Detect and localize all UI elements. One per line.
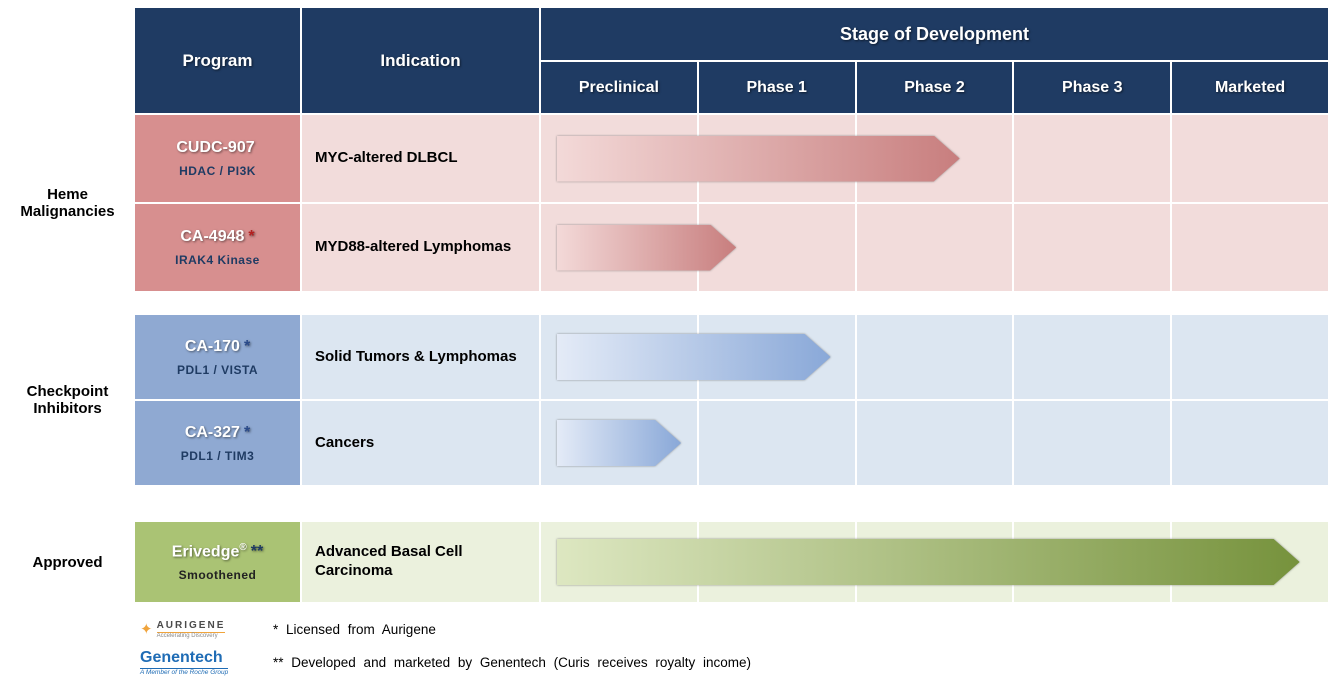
stage-track bbox=[541, 315, 1328, 399]
program-cell: Erivedge® ** Smoothened bbox=[135, 522, 300, 602]
stage-column-phase2: Phase 2 bbox=[856, 62, 1013, 113]
footnote-marker: * bbox=[243, 337, 251, 355]
stage-column-preclinical: Preclinical bbox=[541, 62, 697, 113]
footnote-licensed-aurigene: * Licensed from Aurigene bbox=[273, 621, 436, 637]
stage-header-group: Stage of Development Preclinical Phase 1… bbox=[541, 8, 1328, 113]
stage-subheaders: Preclinical Phase 1 Phase 2 Phase 3 Mark… bbox=[541, 62, 1328, 113]
aurigene-star-icon: ✦ bbox=[140, 621, 153, 638]
indication-cell: Solid Tumors & Lymphomas bbox=[302, 315, 539, 399]
footnote-genentech-royalty: ** Developed and marketed by Genentech (… bbox=[273, 655, 751, 670]
footnote-marker: * bbox=[243, 423, 251, 441]
indication-cell: Advanced Basal Cell Carcinoma bbox=[302, 522, 539, 602]
program-header-cell: Program bbox=[135, 8, 300, 113]
program-name: CA-170 * bbox=[184, 337, 251, 355]
indication-cell: MYC-altered DLBCL bbox=[302, 115, 539, 202]
program-name: Erivedge® ** bbox=[171, 541, 264, 561]
stage-track bbox=[541, 522, 1328, 602]
registered-mark: ® bbox=[239, 541, 247, 553]
footnote-marker: ** bbox=[250, 543, 264, 561]
program-target: HDAC / PI3K bbox=[179, 164, 256, 178]
indication-header-cell: Indication bbox=[302, 8, 539, 113]
program-target: PDL1 / TIM3 bbox=[180, 448, 255, 463]
pipeline-row-ca-170: CA-170 * PDL1 / VISTA Solid Tumors & Lymp… bbox=[135, 315, 1328, 399]
program-target: IRAK4 Kinase bbox=[175, 253, 260, 267]
group-label-heme: Heme Malignancies bbox=[20, 186, 115, 220]
pipeline-row-ca-4948: CA-4948 * IRAK4 Kinase MYD88-altered Lymp… bbox=[135, 204, 1328, 291]
footnote-marker: * bbox=[248, 228, 255, 245]
group-approved: Approved Erivedge® ** Smoothened Advanced… bbox=[0, 522, 1333, 602]
stage-track bbox=[541, 115, 1328, 202]
group-label-checkpoint: Checkpoint Inhibitors bbox=[26, 383, 109, 417]
program-target: Smoothened bbox=[178, 568, 257, 583]
stage-column-phase3: Phase 3 bbox=[1014, 62, 1171, 113]
program-cell: CUDC-907 HDAC / PI3K bbox=[135, 115, 300, 202]
program-target: PDL1 / VISTA bbox=[176, 362, 259, 377]
pipeline-row-cudc-907: CUDC-907 HDAC / PI3K MYC-altered DLBCL bbox=[135, 115, 1328, 202]
genentech-logo: Genentech A Member of the Roche Group bbox=[140, 649, 229, 676]
program-cell: CA-4948 * IRAK4 Kinase bbox=[135, 204, 300, 291]
program-cell: CA-327 * PDL1 / TIM3 bbox=[135, 401, 300, 485]
program-name: CA-4948 * bbox=[180, 228, 255, 245]
program-name: CUDC-907 bbox=[176, 139, 255, 156]
program-name: CA-327 * bbox=[184, 423, 251, 441]
indication-cell: MYD88-altered Lymphomas bbox=[302, 204, 539, 291]
indication-cell: Cancers bbox=[302, 401, 539, 485]
table-header: Program Indication Stage of Development … bbox=[135, 8, 1328, 113]
stage-of-development-header: Stage of Development bbox=[541, 8, 1328, 60]
stage-column-phase1: Phase 1 bbox=[698, 62, 855, 113]
stage-track bbox=[541, 204, 1328, 291]
footnotes: ✦ AURIGENE Accelerating Discovery * Lice… bbox=[140, 616, 1333, 676]
group-heme-malignancies: Heme Malignancies CUDC-907 HDAC / PI3K M… bbox=[0, 115, 1333, 291]
pipeline-row-ca-327: CA-327 * PDL1 / TIM3 Cancers bbox=[135, 401, 1328, 485]
group-label-approved: Approved bbox=[32, 553, 103, 571]
stage-track bbox=[541, 401, 1328, 485]
aurigene-logo: ✦ AURIGENE Accelerating Discovery bbox=[140, 619, 226, 639]
program-cell: CA-170 * PDL1 / VISTA bbox=[135, 315, 300, 399]
group-checkpoint-inhibitors: Checkpoint Inhibitors CA-170 * PDL1 / VIS… bbox=[0, 315, 1333, 485]
pipeline-row-erivedge: Erivedge® ** Smoothened Advanced Basal Ce… bbox=[135, 522, 1328, 602]
stage-column-marketed: Marketed bbox=[1172, 62, 1328, 113]
